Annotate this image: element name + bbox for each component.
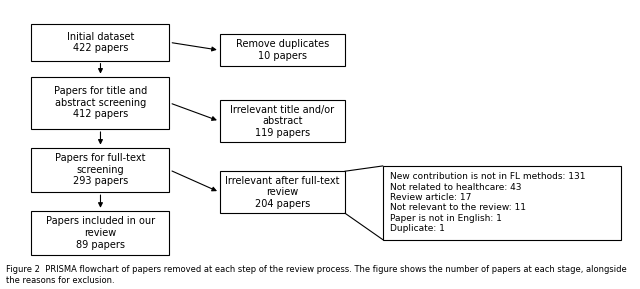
- FancyBboxPatch shape: [31, 147, 170, 192]
- Text: Irrelevant title and/or
abstract
119 papers: Irrelevant title and/or abstract 119 pap…: [230, 105, 335, 138]
- FancyBboxPatch shape: [31, 77, 170, 129]
- Text: Remove duplicates
10 papers: Remove duplicates 10 papers: [236, 39, 329, 61]
- FancyBboxPatch shape: [383, 166, 621, 240]
- Text: Initial dataset
422 papers: Initial dataset 422 papers: [67, 32, 134, 53]
- FancyBboxPatch shape: [220, 100, 345, 142]
- Text: Irrelevant after full-text
review
204 papers: Irrelevant after full-text review 204 pa…: [225, 176, 340, 209]
- FancyBboxPatch shape: [31, 24, 170, 61]
- Text: Figure 2  PRISMA flowchart of papers removed at each step of the review process.: Figure 2 PRISMA flowchart of papers remo…: [6, 265, 627, 285]
- FancyBboxPatch shape: [220, 34, 345, 66]
- Text: New contribution is not in FL methods: 131
Not related to healthcare: 43
Review : New contribution is not in FL methods: 1…: [390, 172, 586, 233]
- Text: Papers for full-text
screening
293 papers: Papers for full-text screening 293 paper…: [55, 153, 146, 186]
- FancyBboxPatch shape: [31, 211, 170, 255]
- Text: Papers for title and
abstract screening
412 papers: Papers for title and abstract screening …: [54, 86, 147, 119]
- FancyBboxPatch shape: [220, 171, 345, 213]
- Text: Papers included in our
review
89 papers: Papers included in our review 89 papers: [46, 216, 155, 250]
